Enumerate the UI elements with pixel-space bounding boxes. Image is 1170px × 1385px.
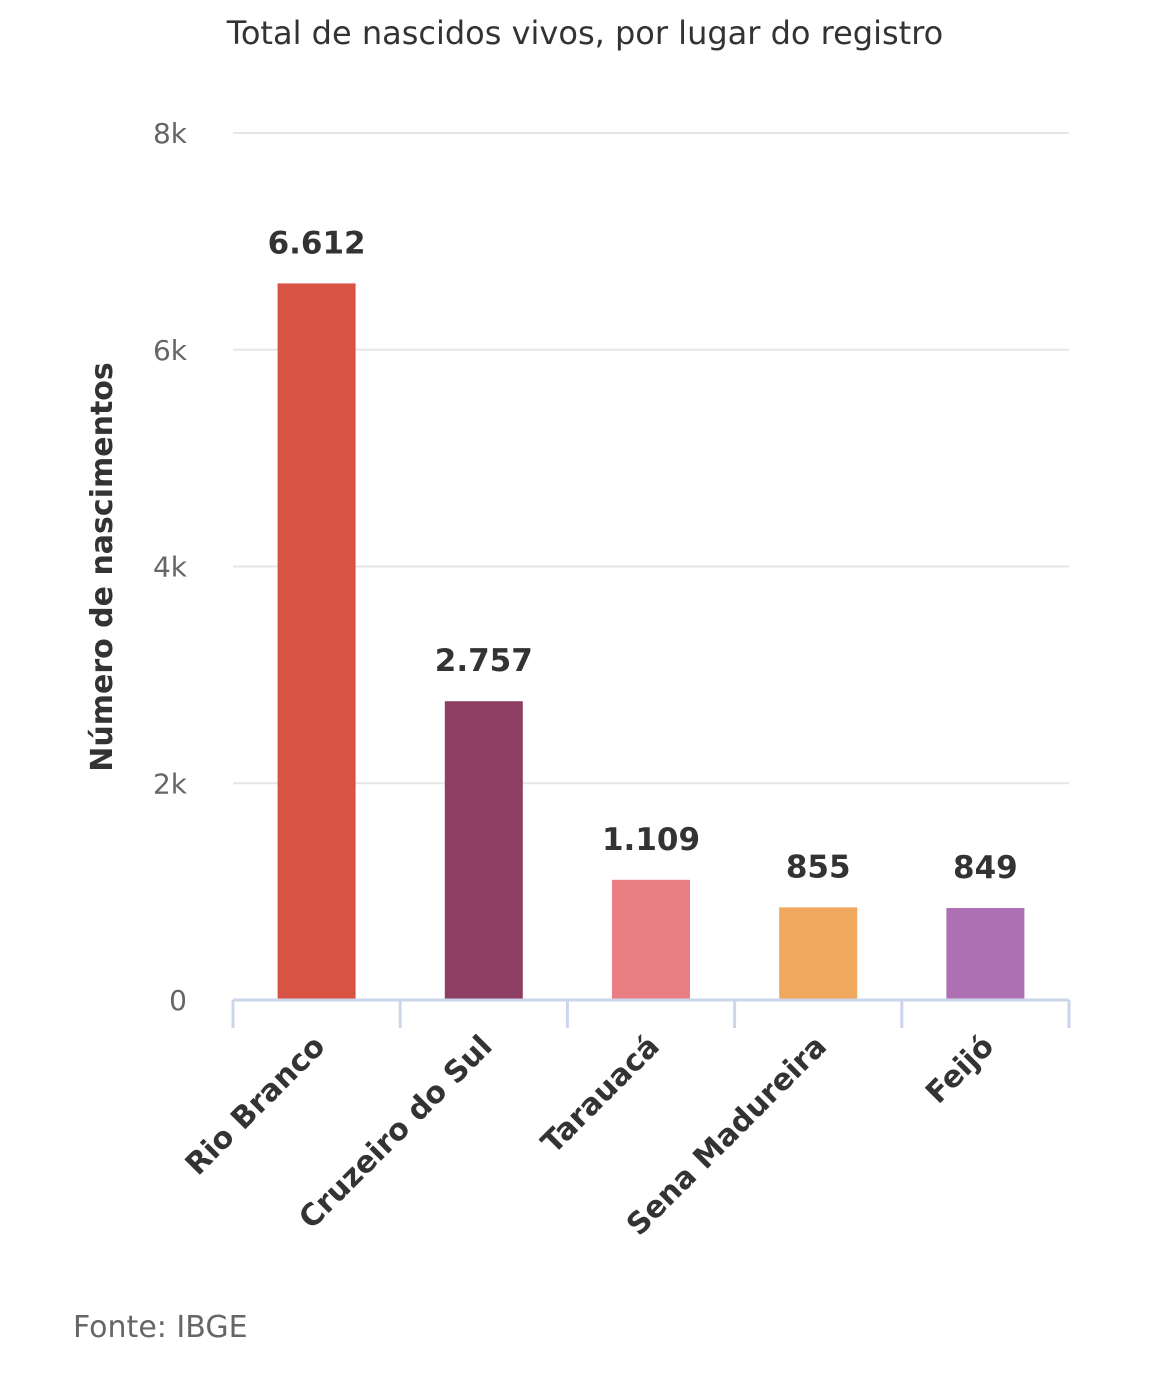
x-tick-label: Rio Branco bbox=[179, 1029, 333, 1183]
chart-title: Total de nascidos vivos, por lugar do re… bbox=[226, 14, 944, 52]
y-tick-label: 8k bbox=[153, 117, 188, 150]
data-labels: 6.612 2.757 1.109 855 849 bbox=[268, 225, 1018, 886]
source-note: Fonte: IBGE bbox=[73, 1310, 248, 1345]
y-tick-label: 4k bbox=[153, 551, 188, 584]
bar bbox=[612, 879, 690, 1000]
grid-lines bbox=[233, 132, 1069, 785]
data-label: 1.109 bbox=[602, 822, 700, 858]
data-label: 855 bbox=[786, 849, 851, 885]
y-tick-label: 0 bbox=[169, 984, 187, 1017]
x-axis bbox=[231, 998, 1071, 1028]
bar bbox=[779, 907, 858, 1000]
data-label: 2.757 bbox=[435, 643, 533, 679]
y-tick-label: 6k bbox=[153, 334, 188, 367]
bar bbox=[277, 283, 356, 1000]
bars bbox=[277, 283, 1025, 1000]
y-axis-label: Número de nascimentos bbox=[85, 362, 120, 771]
data-label: 6.612 bbox=[268, 225, 366, 261]
x-tick-label: Tarauacá bbox=[535, 1029, 667, 1161]
bar bbox=[946, 907, 1025, 1000]
y-axis-ticks: 0 2k 4k 6k 8k bbox=[153, 117, 188, 1017]
data-label: 849 bbox=[953, 850, 1018, 886]
y-tick-label: 2k bbox=[153, 767, 188, 800]
bar bbox=[444, 701, 523, 1000]
x-tick-label: Feijó bbox=[919, 1029, 1001, 1111]
